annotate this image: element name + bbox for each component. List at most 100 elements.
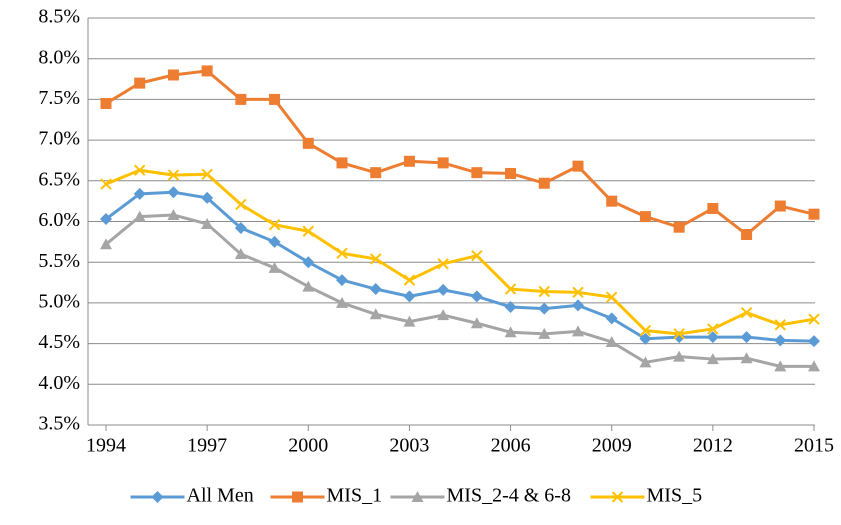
marker [336, 296, 348, 308]
y-tick-label: 8.5% [38, 6, 80, 28]
marker [774, 334, 787, 347]
legend-item: MIS_5 [590, 485, 703, 507]
marker [437, 283, 450, 296]
y-tick-label: 5.5% [38, 250, 80, 272]
marker [505, 167, 517, 179]
marker [235, 198, 247, 211]
y-tick-label: 4.0% [38, 372, 80, 394]
marker [269, 93, 281, 105]
legend-label: MIS_2-4 & 6-8 [447, 485, 571, 507]
marker [538, 285, 550, 298]
y-tick-label: 3.5% [38, 413, 80, 435]
marker [167, 69, 179, 81]
marker [606, 291, 618, 303]
marker [370, 253, 382, 265]
series-line [105, 168, 815, 336]
x-tick-label: 2009 [592, 435, 632, 457]
marker [437, 157, 449, 169]
marker [707, 202, 719, 214]
marker [403, 290, 416, 303]
marker [134, 164, 146, 176]
marker [774, 200, 786, 212]
marker [538, 302, 551, 315]
marker [234, 222, 247, 235]
series-line [105, 213, 814, 368]
marker [504, 283, 517, 295]
x-tick-label: 2003 [389, 435, 429, 457]
marker [437, 309, 450, 321]
legend-label: MIS_5 [647, 485, 703, 507]
marker [100, 178, 112, 190]
x-tick-label: 2015 [794, 435, 834, 457]
marker [403, 155, 415, 167]
marker [302, 225, 314, 237]
x-tick-label: 1994 [86, 435, 126, 457]
marker [808, 313, 820, 325]
marker [538, 327, 551, 339]
marker [268, 235, 281, 248]
x-tick-label: 2000 [288, 435, 328, 457]
marker [167, 169, 180, 181]
legend-item: MIS_1 [270, 485, 382, 507]
marker [411, 491, 424, 502]
y-tick-label: 4.5% [38, 331, 80, 353]
marker [151, 491, 164, 503]
marker [706, 331, 719, 344]
marker [707, 323, 719, 335]
legend-label: All Men [187, 485, 254, 507]
y-tick-label: 6.5% [38, 168, 80, 190]
marker [471, 167, 483, 179]
marker [572, 160, 584, 172]
marker [403, 315, 416, 327]
legend-item: MIS_2-4 & 6-8 [390, 485, 571, 507]
marker [639, 356, 652, 368]
marker [470, 317, 483, 329]
marker [572, 325, 584, 337]
x-tick-label: 1997 [187, 435, 227, 457]
marker [369, 308, 382, 320]
marker [369, 283, 382, 296]
marker [639, 332, 652, 345]
marker [167, 186, 180, 199]
marker [100, 213, 112, 226]
marker [201, 191, 214, 204]
marker [336, 274, 348, 287]
marker [808, 208, 820, 220]
marker [268, 261, 281, 273]
marker [673, 328, 685, 340]
marker [370, 167, 382, 179]
marker [774, 319, 786, 331]
marker [740, 331, 753, 344]
marker [538, 177, 550, 189]
marker [808, 335, 820, 348]
y-tick-label: 7.5% [38, 87, 80, 109]
marker [167, 208, 180, 220]
marker [336, 157, 348, 169]
marker [673, 350, 686, 362]
marker [336, 247, 348, 259]
marker [268, 219, 281, 231]
marker [673, 221, 685, 233]
x-tick-label: 2012 [693, 435, 733, 457]
marker [740, 352, 753, 364]
marker [201, 168, 213, 180]
marker [504, 300, 517, 313]
marker [437, 258, 449, 270]
marker [302, 280, 315, 292]
marker [201, 65, 213, 77]
marker [134, 77, 146, 89]
marker [706, 353, 719, 365]
marker [572, 286, 584, 299]
legend-item: All Men [130, 485, 254, 507]
marker [470, 290, 483, 303]
marker [741, 229, 753, 241]
marker [606, 195, 618, 207]
marker [235, 93, 247, 105]
marker [403, 274, 416, 286]
marker [808, 360, 820, 372]
marker [572, 299, 584, 312]
marker [133, 210, 146, 222]
x-tick-label: 2006 [491, 435, 531, 457]
marker [201, 217, 214, 229]
